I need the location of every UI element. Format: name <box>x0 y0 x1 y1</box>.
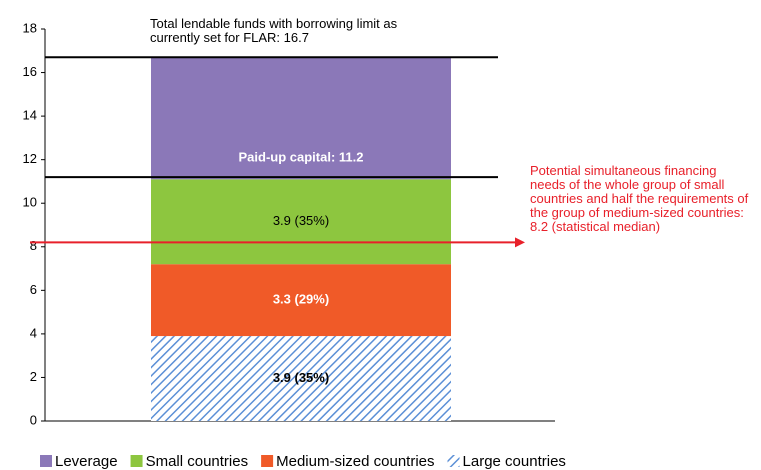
data-label: 3.9 (35%) <box>273 213 329 228</box>
legend-label: Large countries <box>463 453 566 470</box>
bar-segment <box>151 57 451 180</box>
annotation-text: Paid-up capital: 11.2 <box>239 150 364 165</box>
annotation-text: Total lendable funds with borrowing limi… <box>150 16 398 46</box>
legend-swatch <box>261 455 274 467</box>
y-tick-label: 10 <box>23 195 37 210</box>
y-tick-label: 16 <box>23 64 37 79</box>
bar-segment <box>151 336 451 421</box>
arrow-head <box>515 237 525 248</box>
legend-label: Leverage <box>55 453 118 470</box>
y-tick-label: 0 <box>30 412 37 427</box>
y-tick-label: 4 <box>30 325 37 340</box>
y-tick-label: 18 <box>23 20 37 35</box>
y-tick-label: 2 <box>30 369 37 384</box>
legend-label: Small countries <box>146 453 249 470</box>
data-label: 3.9 (35%) <box>273 370 329 385</box>
legend-label: Medium-sized countries <box>276 453 434 470</box>
bar-segment <box>151 264 451 337</box>
bar-segment <box>151 179 451 265</box>
y-tick-label: 8 <box>30 238 37 253</box>
annotation-text: Potential simultaneous financing needs o… <box>530 163 749 235</box>
y-tick-label: 6 <box>30 282 37 297</box>
legend-swatch <box>40 455 52 467</box>
data-label: 3.3 (29%) <box>273 292 329 307</box>
y-tick-label: 12 <box>23 151 37 166</box>
y-tick-label: 14 <box>23 108 37 123</box>
legend-swatch <box>447 455 460 467</box>
legend-swatch <box>130 455 143 467</box>
